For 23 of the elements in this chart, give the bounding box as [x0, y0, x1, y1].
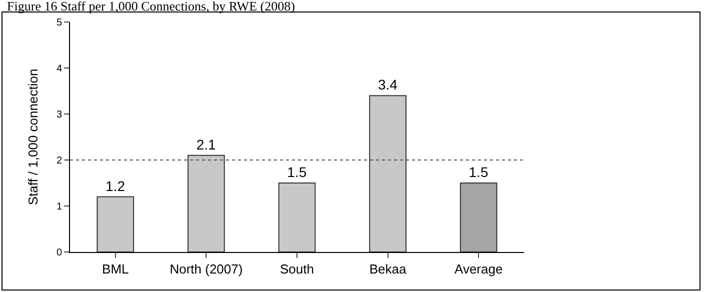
y-tick-label: 5 — [56, 18, 62, 28]
data-label: 1.2 — [106, 178, 126, 194]
x-tick-label: South — [280, 262, 314, 277]
bar — [96, 196, 134, 252]
y-tick-label: 0 — [56, 248, 62, 258]
data-label: 2.1 — [196, 136, 216, 152]
data-label: 1.5 — [287, 164, 307, 180]
data-label: 3.4 — [378, 76, 398, 93]
chart-title: Figure 16 Staff per 1,000 Connections, by RWE (2008) — [7, 0, 295, 14]
x-tick-label: Average — [454, 262, 503, 277]
x-tick-label: BML — [102, 262, 129, 277]
bar — [278, 182, 316, 252]
data-label: 1.5 — [468, 164, 488, 180]
x-tick-label: North (2007) — [170, 262, 243, 277]
bar — [460, 182, 498, 252]
y-axis-title: Staff / 1,000 connection — [25, 68, 40, 206]
bar — [369, 95, 406, 252]
bar — [188, 154, 225, 252]
y-tick-label: 4 — [56, 64, 62, 74]
x-tick-label: Bekaa — [369, 262, 407, 277]
y-tick-label: 1 — [56, 202, 62, 212]
y-tick-label: 3 — [56, 110, 62, 120]
y-tick-label: 2 — [56, 156, 62, 166]
